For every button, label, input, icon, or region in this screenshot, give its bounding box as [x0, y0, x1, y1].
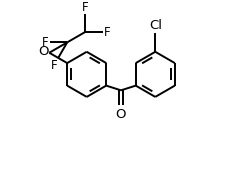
Text: F: F — [81, 1, 88, 13]
Text: F: F — [103, 26, 110, 39]
Text: F: F — [51, 58, 57, 72]
Text: O: O — [115, 108, 126, 121]
Text: Cl: Cl — [148, 19, 161, 32]
Text: O: O — [38, 45, 48, 58]
Text: F: F — [42, 36, 48, 49]
